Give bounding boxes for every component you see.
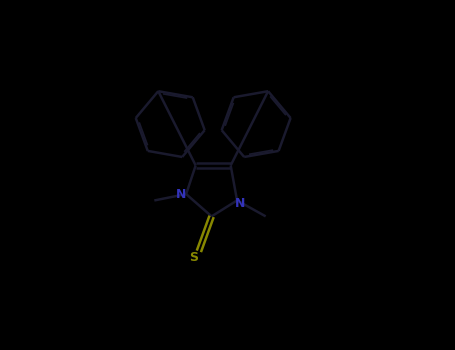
Text: N: N xyxy=(235,197,245,210)
Text: N: N xyxy=(176,188,187,201)
Text: S: S xyxy=(190,251,198,264)
